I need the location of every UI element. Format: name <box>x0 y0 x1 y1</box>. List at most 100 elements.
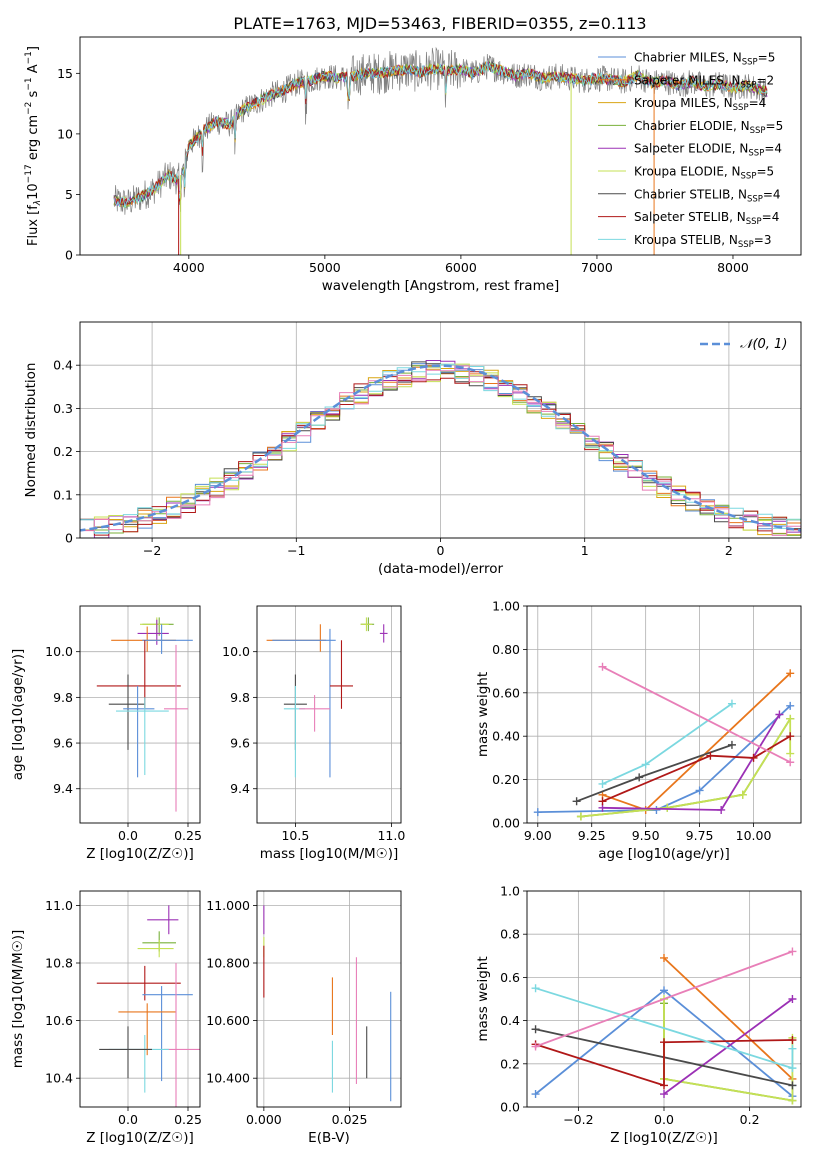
weight-point-marker <box>788 995 797 1003</box>
errorbar-point <box>108 1035 169 1093</box>
errorbar-point <box>379 624 388 643</box>
legend-label: Salpeter ELODIE, NSSP=4 <box>634 142 782 159</box>
x-tick-label: 0 <box>437 543 445 558</box>
weight-point-marker <box>598 797 607 806</box>
model-spectrum-line <box>113 61 768 208</box>
histogram-series <box>80 365 801 538</box>
y-tick-label: 0.8 <box>500 927 520 942</box>
legend-label: Salpeter STELIB, NSSP=4 <box>634 210 779 227</box>
y-tick-label: 10.0 <box>222 644 250 659</box>
weight-point-marker <box>660 1090 668 1099</box>
y-tick-label: 5 <box>65 187 73 202</box>
weight-point-marker <box>531 1025 540 1034</box>
y-tick-label: 0.20 <box>492 772 520 787</box>
weight-point-marker <box>706 751 715 760</box>
legend-label: Kroupa STELIB, NSSP=3 <box>634 233 772 250</box>
weight-point-marker <box>660 953 668 962</box>
axes-frame <box>526 890 802 1108</box>
weight-point-marker <box>717 805 726 814</box>
x-tick-label: 6000 <box>445 260 477 275</box>
errorbar-point <box>266 624 327 652</box>
y-tick-label: 10.4 <box>45 1071 73 1086</box>
x-axis-label: E(B-V) <box>308 1130 350 1146</box>
errorbar-point <box>96 965 181 1001</box>
weight-point-marker <box>786 714 795 723</box>
y-tick-label: 0.4 <box>500 1013 520 1028</box>
x-tick-label: 1 <box>581 543 589 558</box>
legend-label: Kroupa ELODIE, NSSP=5 <box>634 165 774 182</box>
x-tick-label: 9.00 <box>524 828 552 843</box>
errorbar-point <box>108 674 145 750</box>
y-tick-label: 9.8 <box>230 690 250 705</box>
panel-weight_vs_Z: −0.2 0.0 0.2 0.0 0.2 0.4 0.6 0.8 1.0 Z [log10(Z/Z… <box>475 884 802 1146</box>
axes-frame <box>79 890 201 1108</box>
errorbar-point <box>99 1026 152 1079</box>
errorbar-point <box>272 628 336 778</box>
y-tick-label: 9.6 <box>53 736 73 751</box>
y-tick-label: 0 <box>65 248 73 263</box>
histogram-series <box>80 371 801 536</box>
errorbar-point <box>96 640 181 709</box>
weight-series-line <box>580 715 792 818</box>
x-tick-label: 8000 <box>717 260 749 275</box>
legend-label: Chabrier ELODIE, NSSP=5 <box>634 119 783 136</box>
x-tick-label: 0.025 <box>332 1112 368 1127</box>
x-axis-label: Z [log10(Z/Z☉)] <box>86 1130 194 1146</box>
weight-series-line <box>602 702 733 785</box>
errorbar-point <box>142 986 193 1082</box>
weight-point-marker <box>531 1042 540 1051</box>
errorbar-point <box>164 963 200 1107</box>
y-axis-label: mass weight <box>475 956 491 1041</box>
legend-label: Chabrier STELIB, NSSP=4 <box>634 187 781 204</box>
x-tick-label: −2 <box>143 543 161 558</box>
y-tick-label: 0.2 <box>500 1056 520 1071</box>
y-tick-label: 10 <box>57 126 73 141</box>
y-tick-label: 0.6 <box>500 970 520 985</box>
weight-series-line <box>535 950 793 1048</box>
panel-mass_vs_ebv: 0.000 0.025 10.400 10.600 10.800 11.000 E(B-V) <box>206 890 402 1146</box>
x-tick-label: 0.0 <box>118 1112 138 1127</box>
x-axis-label: age [log10(age/yr)] <box>598 846 730 862</box>
errorbar-points <box>96 905 200 1107</box>
y-tick-label: 0.80 <box>492 642 520 657</box>
y-tick-label: 0.3 <box>53 401 73 416</box>
weight-point-marker <box>786 758 795 767</box>
weight-series <box>533 662 795 821</box>
weight-point-marker <box>749 753 758 762</box>
panel-weight_vs_age: 9.00 9.25 9.50 9.75 10.00 0.00 0.20 0.40 0.60 0.8… <box>475 599 802 862</box>
x-tick-label: 9.75 <box>686 828 714 843</box>
weight-series-line <box>602 735 791 803</box>
errorbar-point <box>142 624 193 654</box>
weight-point-marker <box>786 669 795 678</box>
y-axis-label: Normed distribution <box>23 363 39 498</box>
weight-point-marker <box>788 947 797 956</box>
weight-series <box>531 947 797 1105</box>
y-tick-label: 0.40 <box>492 729 520 744</box>
x-tick-label: 0.25 <box>174 1112 202 1127</box>
errorbar-point <box>164 644 188 812</box>
weight-point-marker <box>572 797 581 806</box>
y-axis-label: mass weight <box>475 672 491 757</box>
x-tick-label: 9.25 <box>578 828 606 843</box>
weight-point-marker <box>786 701 795 710</box>
figure-title: PLATE=1763, MJD=53463, FIBERID=0355, z=0… <box>233 14 646 33</box>
axes-frame <box>79 321 802 539</box>
y-tick-label: 0.00 <box>492 816 520 831</box>
y-axis-label: Flux [fλ10−17 erg cm−2 s−1 A−1] <box>24 46 43 246</box>
weight-point-marker <box>531 1090 540 1099</box>
x-tick-label: 4000 <box>173 260 205 275</box>
weight-point-marker <box>576 812 585 821</box>
legend-label: Salpeter MILES, NSSP=2 <box>634 73 774 90</box>
y-tick-label: 10.0 <box>45 644 73 659</box>
x-tick-label: 10.5 <box>281 828 309 843</box>
weight-point-marker <box>598 779 607 788</box>
y-tick-label: 0.1 <box>53 487 73 502</box>
y-tick-label: 9.6 <box>230 736 250 751</box>
y-tick-label: 1.0 <box>500 884 520 899</box>
normal-curve-line <box>80 364 801 532</box>
y-tick-label: 9.8 <box>53 690 73 705</box>
weight-point-marker <box>788 1096 797 1105</box>
weight-point-marker <box>788 1044 797 1053</box>
weight-point-marker <box>660 1038 668 1047</box>
